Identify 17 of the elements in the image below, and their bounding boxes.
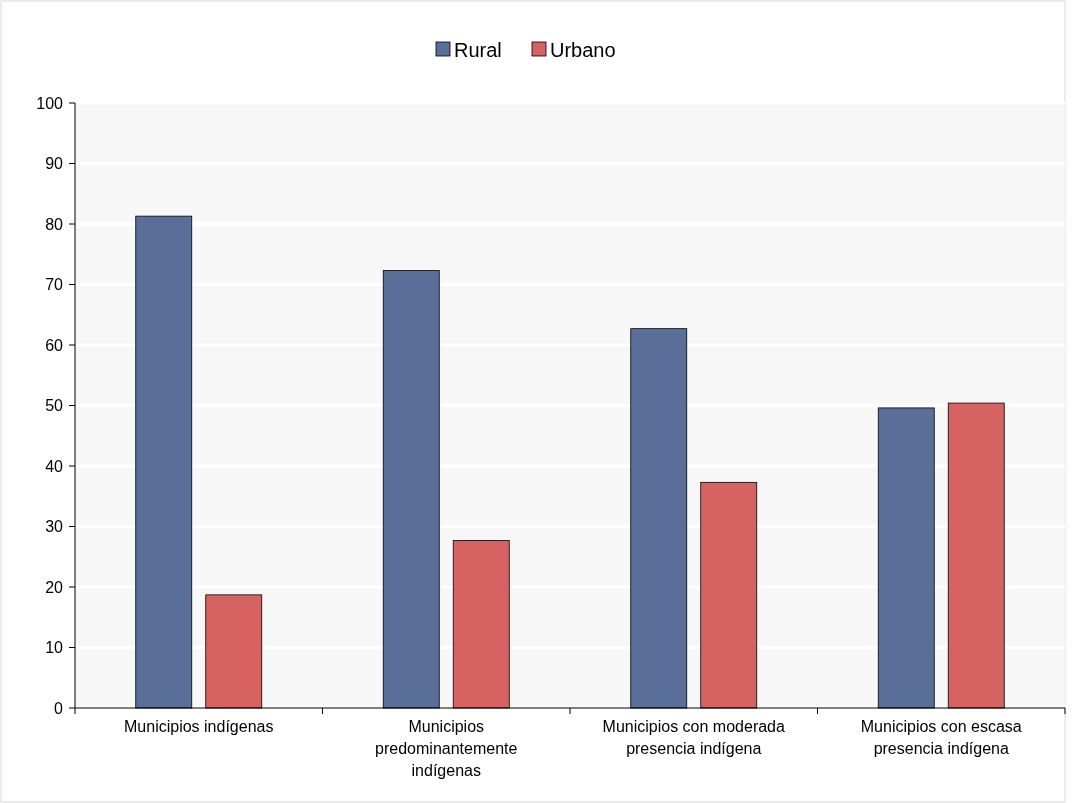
y-tick-label: 10 <box>45 639 64 657</box>
y-tick-label: 100 <box>36 94 64 112</box>
y-tick-label: 20 <box>45 578 64 596</box>
legend-label: Urbano <box>550 39 616 61</box>
y-tick-label: 0 <box>54 699 64 717</box>
y-tick-label: 50 <box>45 397 64 415</box>
x-tick-label: Municipios indígenas <box>124 718 274 735</box>
y-tick-label: 70 <box>45 276 64 294</box>
y-tick-label: 80 <box>45 215 64 233</box>
y-tick-label: 90 <box>45 155 64 173</box>
x-tick-label: Municipios con escasa presencia indígena <box>860 718 1022 757</box>
x-tick-label: Municipios predominantemente indígenas <box>375 718 518 779</box>
y-tick-label: 60 <box>45 336 64 354</box>
y-tick-label: 30 <box>45 518 64 536</box>
x-tick-label: Municipios con moderada presencia indígena <box>602 718 786 757</box>
legend-label: Rural <box>454 39 502 61</box>
y-tick-label: 40 <box>45 457 64 475</box>
